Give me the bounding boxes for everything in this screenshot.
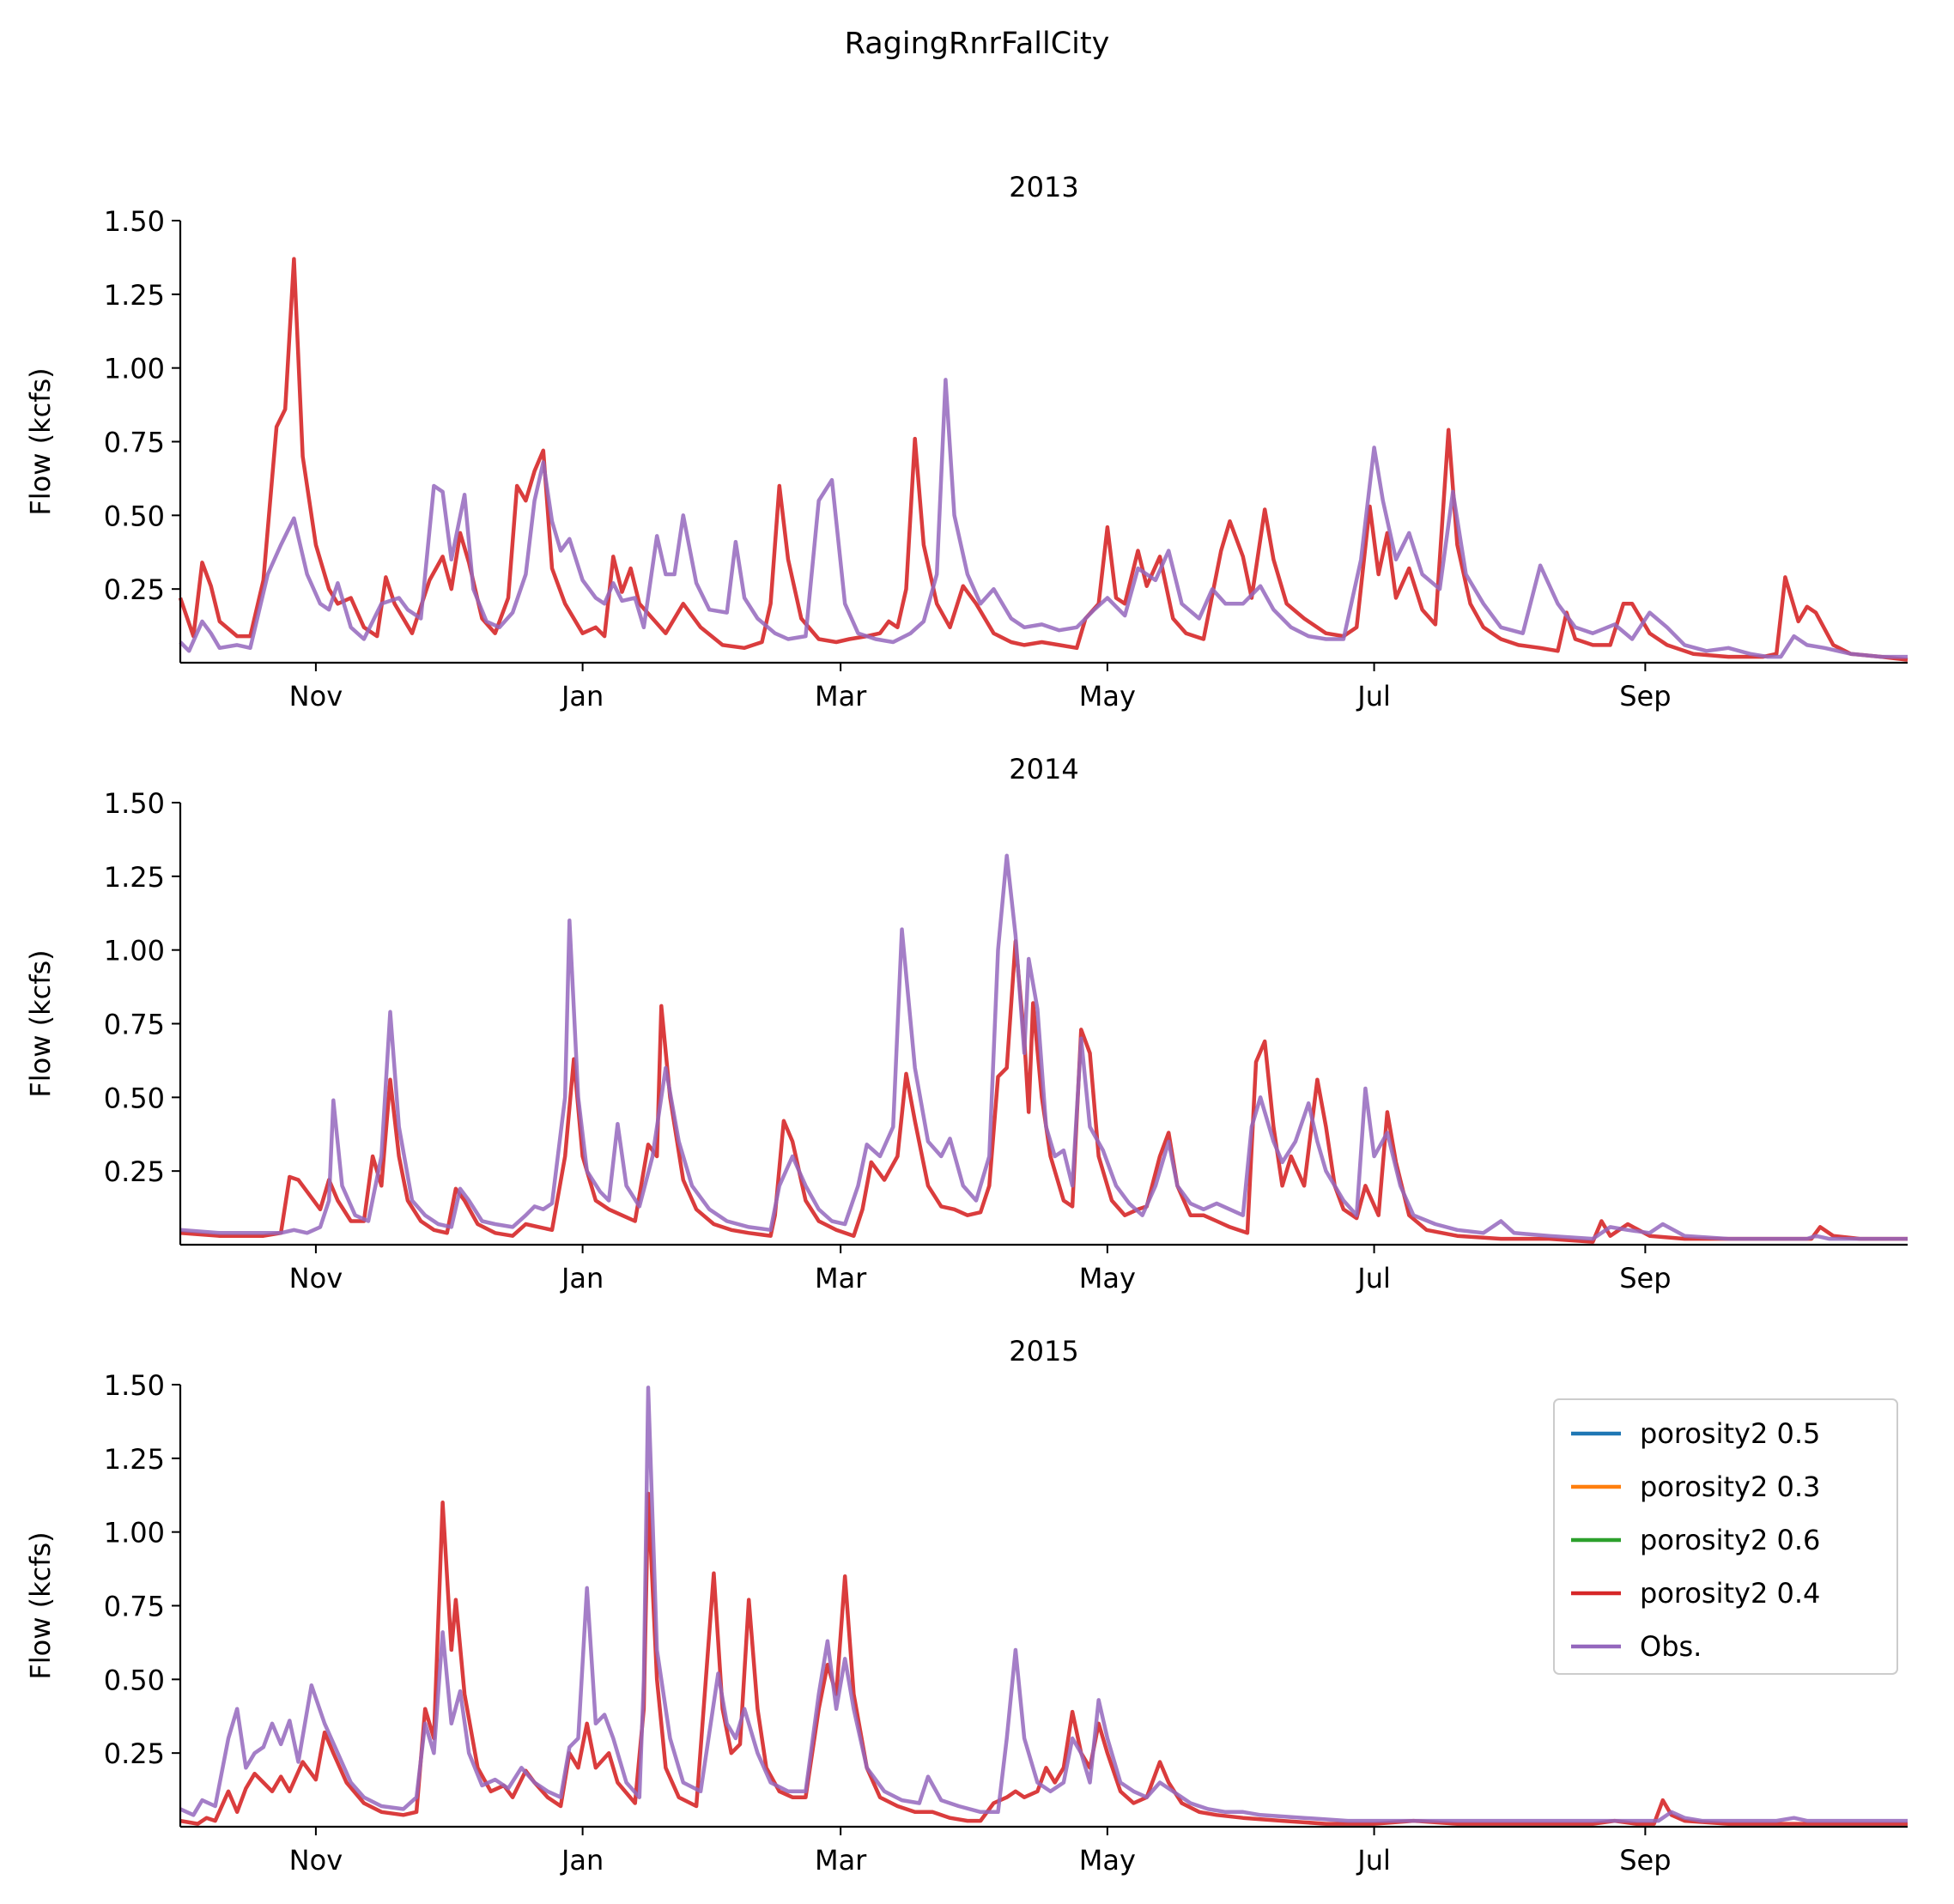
x-tick-label: Jan [560,1262,604,1295]
y-tick-label: 1.25 [104,279,165,312]
y-tick-label: 1.50 [104,205,165,238]
x-tick-label: Nov [289,1262,343,1295]
y-tick-label: 1.50 [104,1369,165,1402]
y-tick-label: 0.25 [104,1737,165,1770]
series-line-porosity2-0-4 [178,257,1908,662]
y-tick-label: 0.75 [104,1591,165,1623]
x-tick-label: Jul [1356,1262,1391,1295]
series-group [179,1386,1908,1826]
x-tick-label: Jul [1356,1844,1391,1877]
y-tick-label: 0.50 [104,1664,165,1696]
y-tick-label: 1.50 [104,787,165,820]
series-group [179,853,1908,1244]
x-tick-label: Nov [289,1844,343,1877]
legend-label: porosity2 0.3 [1640,1470,1820,1503]
figure-title: RagingRnrFallCity [845,27,1110,61]
legend: porosity2 0.5 porosity2 0.3 porosity2 0.6 p… [1553,1398,1898,1675]
x-tick-label: Jan [560,680,604,712]
y-tick-label: 1.25 [104,1443,165,1476]
x-tick-label: Sep [1619,1844,1671,1877]
series-group [178,257,1908,662]
chart-title: 2013 [1009,171,1078,203]
x-tick-label: Sep [1619,680,1671,712]
x-tick-label: Nov [289,680,343,712]
y-tick-label: 0.50 [104,1082,165,1114]
x-tick-label: Jul [1356,680,1391,712]
chart-panel-2014: 2014 0.25 0.50 0.75 1.00 1.25 1.50 Nov Jan Mar May… [24,753,1908,1295]
y-tick-label: 0.25 [104,1155,165,1188]
y-axis-label: Flow (kcfs) [24,949,57,1097]
x-tick-label: Jan [560,1844,604,1877]
y-tick-label: 0.75 [104,427,165,459]
legend-label: porosity2 0.4 [1640,1577,1820,1610]
x-tick-label: May [1079,1262,1136,1295]
legend-label: porosity2 0.6 [1640,1524,1820,1556]
x-tick-label: Mar [815,1844,867,1877]
chart-title: 2014 [1009,753,1078,785]
y-tick-label: 1.00 [104,935,165,967]
y-axis-label: Flow (kcfs) [24,1531,57,1679]
x-tick-label: May [1079,1844,1136,1877]
legend-box [1553,1398,1898,1675]
chart-panel-2015: 2015 0.25 0.50 0.75 1.00 1.25 1.50 Nov Jan Mar May… [24,1335,1908,1877]
y-tick-label: 0.25 [104,573,165,606]
legend-label: Obs. [1640,1630,1702,1663]
panels: 2013 0.25 0.50 0.75 1.00 1.25 1.50 Nov Jan Mar May… [24,171,1908,1877]
series-line-obs- [179,378,1908,659]
x-tick-label: May [1079,680,1136,712]
x-tick-label: Sep [1619,1262,1671,1295]
chart-title: 2015 [1009,1335,1078,1367]
series-line-obs- [179,853,1908,1241]
x-tick-label: Mar [815,1262,867,1295]
series-line-porosity2-0-4 [179,1491,1908,1826]
series-line-obs- [179,1386,1908,1823]
legend-label: porosity2 0.5 [1640,1417,1820,1450]
chart-panel-2013: 2013 0.25 0.50 0.75 1.00 1.25 1.50 Nov Jan Mar May… [24,171,1908,712]
y-tick-label: 0.75 [104,1009,165,1041]
y-tick-label: 1.00 [104,353,165,385]
series-line-porosity2-0-4 [179,939,1908,1244]
y-axis-label: Flow (kcfs) [24,367,57,515]
x-tick-label: Mar [815,680,867,712]
y-tick-label: 1.25 [104,861,165,894]
y-tick-label: 1.00 [104,1517,165,1549]
y-tick-label: 0.50 [104,500,165,532]
